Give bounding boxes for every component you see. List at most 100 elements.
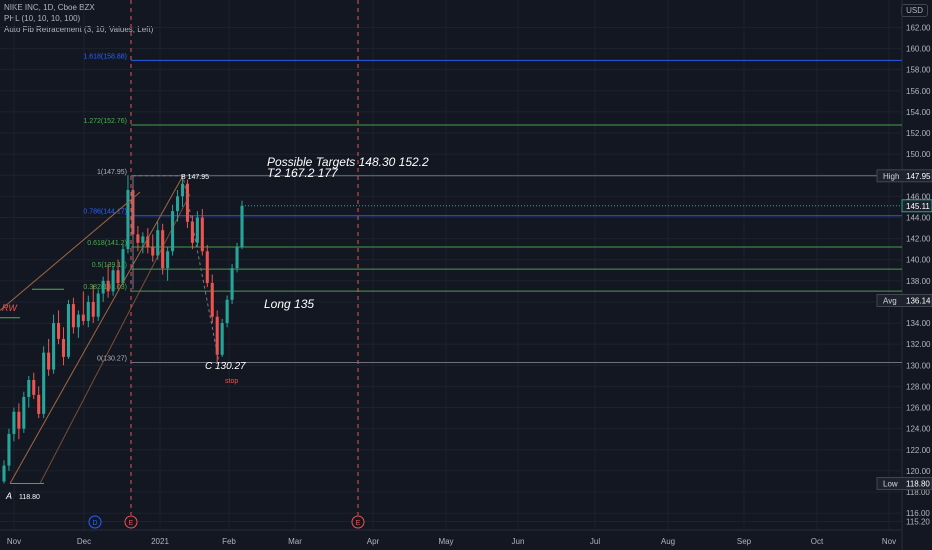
candle-body xyxy=(71,304,75,328)
x-tick-label: Nov xyxy=(7,537,21,546)
y-tick-label: 132.00 xyxy=(906,340,931,349)
annotation-rw: RW xyxy=(2,303,18,313)
fib-level-label: 1.272(152.76) xyxy=(83,118,127,125)
annotation-a-point: A xyxy=(5,491,12,501)
earnings-1-marker[interactable] xyxy=(124,515,138,529)
candle-body xyxy=(146,236,150,248)
candle-body xyxy=(126,190,130,250)
candle-body xyxy=(47,352,51,370)
fib-level-label: 1(147.95) xyxy=(97,169,127,176)
price-label-box[interactable] xyxy=(876,477,932,491)
fib-level-label: 1.618(158.88) xyxy=(83,53,127,60)
x-tick-label: Nov xyxy=(882,537,896,546)
x-tick-label: Feb xyxy=(222,537,236,546)
candle-body xyxy=(215,316,219,355)
fib-level-label: 0.5(139.11) xyxy=(92,262,127,269)
candle-body xyxy=(101,280,105,294)
annotation-stop: stop xyxy=(225,378,238,385)
y-tick-label: 154.00 xyxy=(906,108,931,117)
candle-body xyxy=(161,230,165,269)
y-tick-label: 146.00 xyxy=(906,192,931,201)
candle-body xyxy=(151,247,155,256)
current-price-box[interactable] xyxy=(901,199,932,213)
y-tick-label: 128.00 xyxy=(906,382,931,391)
candle-body xyxy=(37,394,41,414)
candle-body xyxy=(205,251,209,283)
candle-body xyxy=(12,411,16,434)
y-tick-label: 120.00 xyxy=(906,467,931,476)
annotation-b-point: B 147.95 xyxy=(181,174,209,181)
candle-body xyxy=(57,323,61,339)
candle-body xyxy=(32,380,36,395)
candle-body xyxy=(86,301,90,321)
y-tick-label: 134.00 xyxy=(906,319,931,328)
candle-body xyxy=(166,251,170,269)
candle-body xyxy=(195,217,199,243)
candle-body xyxy=(81,314,85,321)
y-tick-label: 138.00 xyxy=(906,277,931,286)
candle-body xyxy=(17,411,21,429)
candle-body xyxy=(2,465,6,482)
candle-body xyxy=(76,314,80,328)
candle-body xyxy=(116,270,120,283)
candle-body xyxy=(200,217,204,252)
x-tick-label: Apr xyxy=(367,537,380,546)
candle-body xyxy=(61,338,66,357)
fib-level-label: 0.786(144.17) xyxy=(83,209,127,216)
symbol-title: NIKE INC, 1D, Cboe BZX xyxy=(4,3,95,12)
candle-body xyxy=(220,323,224,355)
pattern-line-upper xyxy=(0,191,141,311)
price-label-title: Low xyxy=(883,480,898,489)
price-label-value: 118.80 xyxy=(906,480,930,489)
candle-body xyxy=(210,282,214,317)
candle-body xyxy=(230,268,234,300)
y-tick-label: 150.00 xyxy=(906,150,931,159)
candle-body xyxy=(111,270,115,292)
x-tick-label: Sep xyxy=(737,537,752,546)
candle-body xyxy=(66,304,70,357)
candle-body xyxy=(136,234,140,243)
candle-body xyxy=(171,211,175,252)
y-tick-label: 130.00 xyxy=(906,361,931,370)
annotation-c-point: C 130.27 xyxy=(205,361,246,372)
annotation-targets-1: Possible Targets 148.30 152.2 xyxy=(267,155,429,169)
earnings-1-letter: E xyxy=(129,520,134,527)
y-tick-label: 122.00 xyxy=(906,446,931,455)
candle-body xyxy=(106,280,110,292)
candle-body xyxy=(7,433,11,466)
fib-level-label: 0.382(137.03) xyxy=(83,284,127,291)
pattern-line-ab xyxy=(9,175,184,484)
y-tick-label: 144.00 xyxy=(906,213,931,222)
indicator-auto-fib[interactable]: Auto Fib Retracement (3, 10, Values, Lef… xyxy=(4,25,154,34)
candle-body xyxy=(121,249,125,283)
y-tick-label: 116.00 xyxy=(906,509,930,518)
pattern-line-lower xyxy=(39,194,191,484)
dividend-letter: D xyxy=(92,520,97,527)
annotation-a-value: 118.80 xyxy=(19,494,40,501)
price-label-box[interactable] xyxy=(876,169,932,183)
dividend-marker[interactable] xyxy=(88,515,102,529)
x-tick-label: Jul xyxy=(590,537,600,546)
earnings-2-letter: E xyxy=(356,520,361,527)
earnings-2-marker[interactable] xyxy=(351,515,365,529)
x-tick-label: May xyxy=(438,537,453,546)
y-tick-label: 158.00 xyxy=(906,66,931,75)
indicator-phl[interactable]: PHL (10, 10, 10, 100) xyxy=(4,14,81,23)
candle-body xyxy=(156,230,160,256)
price-label-box[interactable] xyxy=(876,293,932,307)
candle-body xyxy=(27,380,31,397)
candle-body xyxy=(190,221,194,243)
candle-body xyxy=(141,236,145,243)
candle-body xyxy=(91,301,95,317)
abc-dashed-line xyxy=(133,175,220,363)
candle-body xyxy=(42,352,46,414)
x-tick-label: 2021 xyxy=(151,537,169,546)
candle-body xyxy=(240,205,244,248)
y-tick-label: 124.00 xyxy=(906,425,931,434)
candle-body xyxy=(225,299,229,324)
y-tick-label: 152.00 xyxy=(906,129,931,138)
candle-body xyxy=(22,396,26,429)
y-tick-label: 126.00 xyxy=(906,404,931,413)
candle-body xyxy=(176,196,180,212)
